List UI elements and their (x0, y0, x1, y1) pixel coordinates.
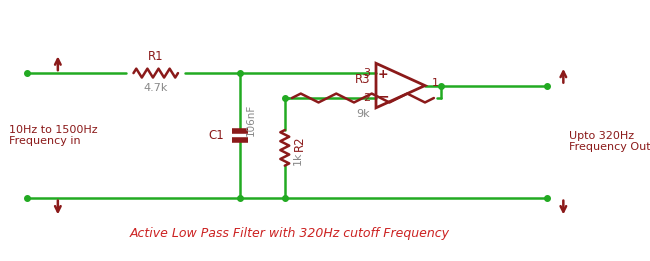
Text: +: + (378, 68, 389, 81)
Text: Active Low Pass Filter with 320Hz cutoff Frequency: Active Low Pass Filter with 320Hz cutoff… (129, 227, 449, 240)
Text: 10Hz to 1500Hz
Frequency in: 10Hz to 1500Hz Frequency in (9, 124, 97, 146)
Text: R1: R1 (148, 50, 164, 63)
Text: 4.7k: 4.7k (144, 83, 168, 93)
Text: −: − (377, 90, 389, 104)
Text: 2: 2 (363, 93, 370, 103)
Text: R3: R3 (355, 73, 370, 86)
Text: R2: R2 (292, 136, 306, 151)
Text: 3: 3 (363, 68, 370, 78)
Text: 1: 1 (432, 78, 439, 88)
Text: C1: C1 (209, 129, 224, 142)
Text: 9k: 9k (356, 109, 370, 119)
Text: Upto 320Hz
Frequency Out: Upto 320Hz Frequency Out (569, 131, 650, 152)
Text: 1k: 1k (292, 152, 303, 165)
Text: 106nF: 106nF (246, 103, 255, 135)
